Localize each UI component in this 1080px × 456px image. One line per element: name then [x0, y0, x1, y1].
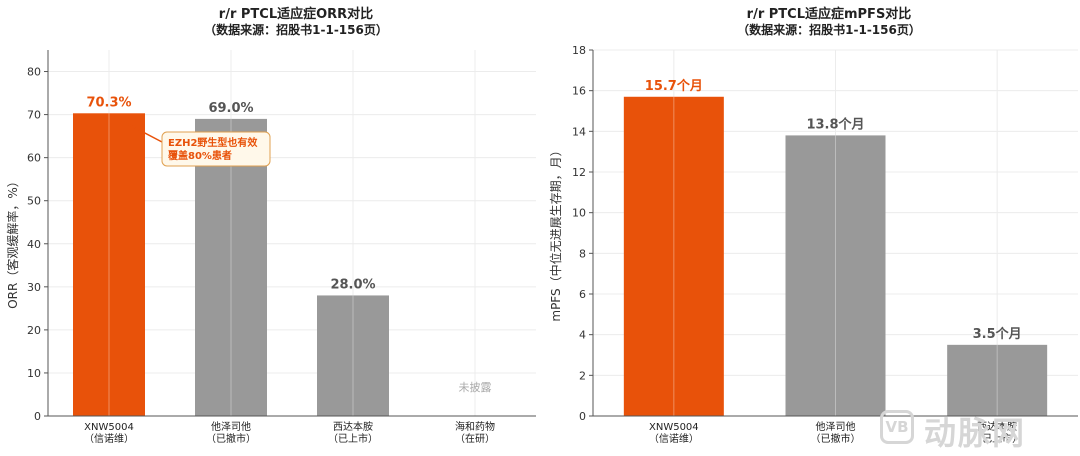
mpfs-data-label: 13.8个月: [806, 116, 864, 132]
orr-y-tick-label: 60: [27, 152, 41, 165]
mpfs-y-tick-label: 4: [579, 329, 586, 342]
orr-y-tick-label: 40: [27, 238, 41, 251]
mpfs-y-tick-label: 16: [572, 85, 586, 98]
mpfs-x-tick-label: 他泽司他（已撤市）: [811, 420, 861, 445]
mpfs-chart: r/r PTCL适应症mPFS对比 （数据来源：招股书1-1-156页） mPF…: [548, 6, 1078, 445]
mpfs-bar: [947, 344, 1048, 416]
mpfs-x-tick-label: XNW5004 （信诺维）: [649, 422, 699, 445]
watermark-logo-icon: VB: [880, 410, 914, 444]
orr-chart-subtitle: （数据来源：招股书1-1-156页）: [204, 22, 388, 37]
orr-y-tick-label: 10: [27, 367, 41, 380]
mpfs-y-tick-label: 2: [579, 369, 586, 382]
orr-data-label: 未披露: [459, 380, 492, 394]
mpfs-chart-subtitle: （数据来源：招股书1-1-156页）: [737, 22, 921, 37]
orr-bar: [73, 113, 145, 416]
orr-y-tick-label: 0: [34, 410, 41, 423]
orr-y-tick-label: 80: [27, 66, 41, 79]
orr-x-tick-label: XNW5004 （信诺维）: [84, 422, 134, 445]
mpfs-y-tick-label: 8: [579, 247, 586, 260]
mpfs-bar: [785, 135, 886, 416]
orr-data-label: 28.0%: [330, 277, 375, 292]
mpfs-chart-title: r/r PTCL适应症mPFS对比: [747, 6, 912, 22]
mpfs-x-tick-label: 西达本胺（已上市）: [972, 420, 1022, 445]
orr-data-label: 69.0%: [208, 101, 253, 116]
mpfs-y-tick-label: 0: [579, 410, 586, 423]
orr-x-tick-label: 他泽司他（已撤市）: [206, 420, 256, 445]
orr-annotation-text: 覆盖80%患者: [168, 149, 232, 162]
mpfs-y-tick-label: 10: [572, 207, 586, 220]
orr-bar: [195, 118, 267, 417]
watermark-text: 动脉网: [924, 414, 1027, 452]
mpfs-y-tick-label: 14: [572, 125, 586, 138]
mpfs-y-axis-label: mPFS（中位无进展生存期，月）: [548, 144, 563, 321]
orr-bar: [317, 295, 389, 416]
orr-y-tick-label: 70: [27, 109, 41, 122]
orr-annotation-arrow: [110, 114, 163, 143]
orr-y-tick-label: 20: [27, 324, 41, 337]
orr-x-tick-label: 海和药物（在研）: [455, 420, 495, 445]
orr-annotation-text: EZH2野生型也有效: [168, 136, 258, 149]
orr-chart: r/r PTCL适应症ORR对比 （数据来源：招股书1-1-156页） ORR（…: [5, 6, 536, 445]
mpfs-y-tick-label: 6: [579, 288, 586, 301]
mpfs-bar: [623, 96, 724, 417]
mpfs-y-tick-label: 12: [572, 166, 586, 179]
orr-x-tick-label: 西达本胺（已上市）: [328, 420, 378, 445]
orr-data-label: 70.3%: [86, 95, 131, 110]
orr-y-tick-label: 30: [27, 281, 41, 294]
orr-y-axis-label: ORR（客观缓解率，%）: [5, 175, 20, 309]
watermark: VB 动脉网: [880, 406, 1070, 452]
orr-chart-title: r/r PTCL适应症ORR对比: [219, 6, 373, 22]
orr-annotation-box: [161, 131, 271, 167]
mpfs-data-label: 15.7个月: [645, 78, 703, 94]
mpfs-y-tick-label: 18: [572, 44, 586, 57]
orr-y-tick-label: 50: [27, 195, 41, 208]
mpfs-data-label: 3.5个月: [973, 326, 1022, 342]
